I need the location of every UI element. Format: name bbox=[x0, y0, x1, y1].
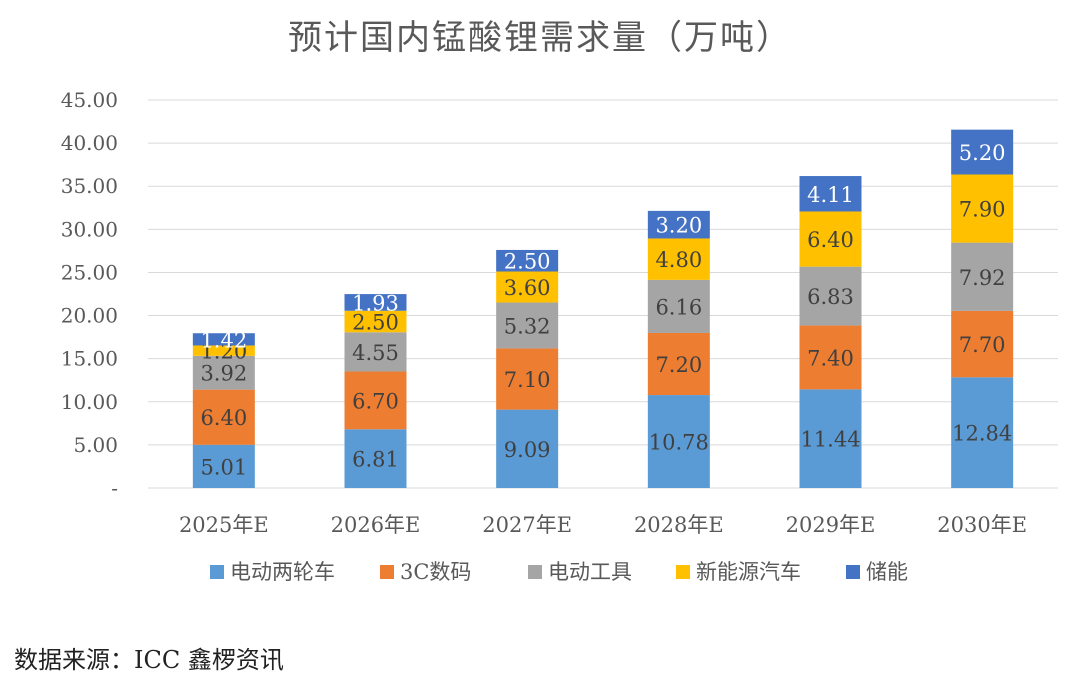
bar-segment bbox=[951, 242, 1014, 311]
bar-segment bbox=[344, 371, 407, 430]
data-label: 6.81 bbox=[352, 448, 399, 472]
data-label: 3.60 bbox=[504, 276, 551, 300]
data-label: 7.10 bbox=[504, 368, 551, 392]
chart-title: 预计国内锰酸锂需求量（万吨） bbox=[288, 18, 792, 58]
source-note: 数据来源：ICC 鑫椤资讯 bbox=[14, 646, 284, 674]
bar-segment bbox=[951, 174, 1014, 243]
x-tick-label: 2029年E bbox=[786, 513, 876, 537]
data-label: 5.20 bbox=[959, 141, 1006, 165]
data-label: 6.83 bbox=[807, 285, 854, 309]
data-label: 5.32 bbox=[504, 314, 551, 338]
legend-swatch bbox=[676, 565, 690, 579]
bar-segment bbox=[344, 332, 407, 372]
bar-segment bbox=[496, 409, 559, 488]
data-label: 2.50 bbox=[504, 250, 551, 274]
bar-segment bbox=[951, 377, 1014, 488]
data-label: 2.50 bbox=[352, 311, 399, 335]
bar-segment bbox=[647, 279, 710, 333]
legend-label: 新能源汽车 bbox=[696, 560, 801, 584]
data-label: 9.09 bbox=[504, 438, 551, 462]
bar-segment bbox=[647, 210, 710, 239]
bar-segment bbox=[647, 238, 710, 280]
legend-label: 电动两轮车 bbox=[230, 560, 335, 584]
bar-segment bbox=[799, 266, 862, 326]
bar-segment bbox=[496, 249, 559, 272]
data-label: 5.01 bbox=[200, 455, 247, 479]
bar-segment bbox=[192, 444, 255, 488]
bar-segment bbox=[647, 332, 710, 396]
data-label: 1.93 bbox=[352, 291, 399, 315]
legend-label: 储能 bbox=[866, 560, 908, 584]
x-tick-label: 2030年E bbox=[937, 513, 1027, 537]
data-label: 4.11 bbox=[807, 183, 854, 207]
y-tick-label: 40.00 bbox=[61, 131, 118, 155]
data-label: 11.44 bbox=[800, 428, 860, 452]
bar-segment bbox=[344, 294, 407, 311]
y-tick-label: 5.00 bbox=[73, 433, 118, 457]
data-label: 10.78 bbox=[649, 431, 709, 455]
data-label: 4.80 bbox=[655, 248, 702, 272]
bar-segment bbox=[496, 348, 559, 410]
x-tick-label: 2026年E bbox=[331, 513, 421, 537]
data-label: 12.84 bbox=[952, 422, 1012, 446]
bar-segment bbox=[647, 395, 710, 488]
bar-segment bbox=[192, 333, 255, 346]
data-label: 3.92 bbox=[200, 362, 247, 386]
data-label: 6.16 bbox=[655, 295, 702, 319]
legend-swatch bbox=[380, 565, 394, 579]
legend-label: 3C数码 bbox=[400, 560, 471, 584]
data-label: 7.92 bbox=[959, 266, 1006, 290]
bar-segment bbox=[496, 271, 559, 303]
x-tick-label: 2025年E bbox=[179, 513, 269, 537]
bar-segment bbox=[496, 302, 559, 349]
y-tick-label: - bbox=[111, 476, 118, 500]
bar-segment bbox=[799, 211, 862, 267]
y-tick-label: 30.00 bbox=[61, 217, 118, 241]
bar-segment bbox=[799, 389, 862, 488]
legend-swatch bbox=[528, 565, 542, 579]
data-label: 6.70 bbox=[352, 389, 399, 413]
data-label: 4.55 bbox=[352, 341, 399, 365]
y-tick-label: 20.00 bbox=[61, 304, 118, 328]
bar-segment bbox=[799, 176, 862, 212]
legend-swatch bbox=[846, 565, 860, 579]
bar-segment bbox=[192, 389, 255, 445]
y-tick-label: 25.00 bbox=[61, 260, 118, 284]
x-tick-label: 2028年E bbox=[634, 513, 724, 537]
y-tick-label: 35.00 bbox=[61, 174, 118, 198]
legend-label: 电动工具 bbox=[548, 560, 632, 584]
data-label: 3.20 bbox=[655, 214, 702, 238]
legend-swatch bbox=[210, 565, 224, 579]
data-label: 7.40 bbox=[807, 346, 854, 370]
bar-segment bbox=[344, 310, 407, 333]
data-label: 7.20 bbox=[655, 353, 702, 377]
y-tick-label: 45.00 bbox=[61, 88, 118, 112]
bar-segment bbox=[799, 325, 862, 390]
bar-segment bbox=[344, 429, 407, 488]
data-label: 7.90 bbox=[959, 198, 1006, 222]
stacked-bar-chart: - 5.00 10.00 15.00 20.00 25.00 30.00 35.00 40.00… bbox=[61, 88, 1058, 584]
y-tick-label: 15.00 bbox=[61, 347, 118, 371]
y-tick-label: 10.00 bbox=[61, 390, 118, 414]
data-label: 7.70 bbox=[959, 333, 1006, 357]
bar-segment bbox=[951, 310, 1014, 378]
x-tick-label: 2027年E bbox=[482, 513, 572, 537]
bar-segment bbox=[192, 345, 255, 356]
bar-segment bbox=[192, 355, 255, 390]
data-label: 6.40 bbox=[807, 228, 854, 252]
data-label: 6.40 bbox=[200, 406, 247, 430]
data-label: 1.42 bbox=[200, 328, 247, 352]
bar-segment bbox=[951, 129, 1014, 175]
